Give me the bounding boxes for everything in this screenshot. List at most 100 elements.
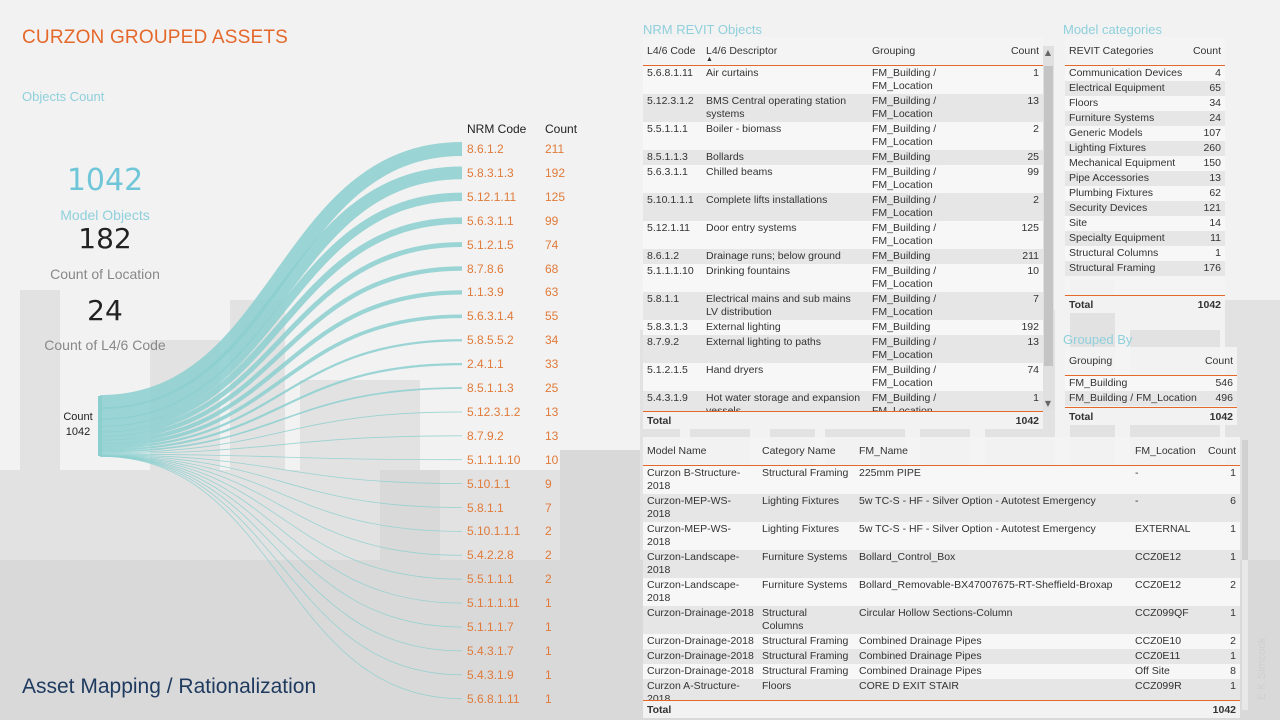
sankey-flow[interactable] <box>99 411 463 454</box>
nrm-col-code[interactable]: L4/6 Code <box>643 37 702 66</box>
grouped-col-count[interactable]: Count <box>1200 347 1237 376</box>
model-col-fm-name[interactable]: FM_Name <box>855 437 1131 466</box>
sankey-flow[interactable] <box>99 455 463 700</box>
sankey-node[interactable]: 5.4.3.1.9 1 <box>467 667 552 683</box>
sankey-flow[interactable] <box>99 290 463 445</box>
categories-col-category[interactable]: REVIT Categories <box>1065 37 1189 66</box>
sankey-flow[interactable] <box>99 453 463 461</box>
sankey-flow[interactable] <box>99 454 463 484</box>
sankey-flow[interactable] <box>99 363 463 452</box>
nrm-table-row[interactable]: 5.12.1.11 Door entry systems FM_Building /… <box>643 220 1043 249</box>
model-table-row[interactable]: Curzon A-Structure-2018 Floors CORE D EXIT… <box>643 678 1240 700</box>
categories-table-row[interactable]: Pipe Accessories 13 <box>1065 170 1225 186</box>
nrm-col-descriptor[interactable]: L4/6 Descriptor ▲ <box>702 37 868 66</box>
sankey-node[interactable]: 5.8.1.1 7 <box>467 500 552 516</box>
sankey-node[interactable]: 5.6.3.1.1 99 <box>467 213 558 229</box>
model-table-row[interactable]: Curzon-Drainage-2018 Structural Framing Co… <box>643 663 1240 679</box>
sankey-node[interactable]: 5.8.3.1.3 192 <box>467 165 565 181</box>
model-table-row[interactable]: Curzon-MEP-WS-2018 Lighting Fixtures 5w TC… <box>643 493 1240 522</box>
nrm-table-row[interactable]: 5.8.1.1 Electrical mains and sub mains LV… <box>643 291 1043 320</box>
sankey-node[interactable]: 5.10.1.1.1 2 <box>467 523 552 539</box>
sort-ascending-icon[interactable]: ▲ <box>706 56 713 63</box>
sankey-flow[interactable] <box>99 192 463 427</box>
sankey-flow[interactable] <box>99 217 463 433</box>
nrm-table-row[interactable]: 8.7.9.2 External lighting to paths FM_Buil… <box>643 334 1043 363</box>
model-col-model-name[interactable]: Model Name <box>643 437 758 466</box>
sankey-flow[interactable] <box>99 455 463 628</box>
categories-table-row[interactable]: Mechanical Equipment 150 <box>1065 155 1225 171</box>
nrm-table-row[interactable]: 5.6.8.1.11 Air curtains FM_Building / FM_L… <box>643 65 1043 94</box>
categories-table-row[interactable]: Furniture Systems 24 <box>1065 110 1225 126</box>
categories-table-row[interactable]: Generic Models 107 <box>1065 125 1225 141</box>
sankey-node[interactable]: 8.6.1.2 211 <box>467 141 564 157</box>
sankey-flow[interactable] <box>99 314 463 448</box>
sankey-node[interactable]: 5.6.8.1.11 1 <box>467 691 552 707</box>
model-table-row[interactable]: Curzon B-Structure-2018 Structural Framin… <box>643 465 1240 494</box>
sankey-node[interactable]: 5.5.1.1.1 2 <box>467 571 552 587</box>
sankey-node[interactable]: 5.1.2.1.5 74 <box>467 237 558 253</box>
scroll-down-icon[interactable]: ▼ <box>1044 399 1052 408</box>
sankey-flow[interactable] <box>99 455 463 580</box>
nrm-table-row[interactable]: 8.5.1.1.3 Bollards FM_Building 25 <box>643 149 1043 165</box>
nrm-table-row[interactable]: 5.1.2.1.5 Hand dryers FM_Building / FM_Loc… <box>643 362 1043 391</box>
nrm-scrollbar[interactable]: ▲ ▼ <box>1043 46 1054 410</box>
model-table-row[interactable]: Curzon-Drainage-2018 Structural Framing Co… <box>643 633 1240 649</box>
categories-table-row[interactable]: Structural Framing 176 <box>1065 260 1225 276</box>
sankey-node[interactable]: 8.5.1.1.3 25 <box>467 380 558 396</box>
categories-table-row[interactable]: Specialty Equipment 11 <box>1065 230 1225 246</box>
model-col-category[interactable]: Category Name <box>758 437 855 466</box>
categories-table-row[interactable]: Floors 34 <box>1065 95 1225 111</box>
sankey-source-node[interactable]: Count 1042 <box>60 410 96 440</box>
model-table-row[interactable]: Curzon-MEP-WS-2018 Lighting Fixtures 5w TC… <box>643 521 1240 550</box>
model-table-row[interactable]: Curzon-Landscape-2018 Furniture Systems Bo… <box>643 549 1240 578</box>
nrm-table-row[interactable]: 5.8.3.1.3 External lighting FM_Building 192 <box>643 319 1043 335</box>
sankey-node[interactable]: 1.1.3.9 63 <box>467 284 558 300</box>
nrm-scroll-thumb[interactable] <box>1044 66 1053 366</box>
nrm-table-row[interactable]: 8.6.1.2 Drainage runs; below ground FM_Bui… <box>643 248 1043 264</box>
nrm-col-count[interactable]: Count <box>1002 37 1043 66</box>
sankey-node[interactable]: 5.1.1.1.10 10 <box>467 452 558 468</box>
sankey-flow[interactable] <box>99 387 463 453</box>
categories-table-row[interactable]: Structural Columns 1 <box>1065 245 1225 261</box>
grouped-table-row[interactable]: FM_Building 546 <box>1065 375 1237 391</box>
model-table-row[interactable]: Curzon-Drainage-2018 Structural Framing Co… <box>643 648 1240 664</box>
sankey-flow[interactable] <box>99 166 463 421</box>
scroll-up-icon[interactable]: ▲ <box>1044 48 1052 57</box>
sankey-source-bar[interactable] <box>98 396 102 456</box>
sankey-flow[interactable] <box>99 455 463 604</box>
grouped-table-row[interactable]: FM_Building / FM_Location 496 <box>1065 390 1237 406</box>
sankey-flow[interactable] <box>99 455 463 556</box>
sankey-flow[interactable] <box>99 339 463 450</box>
sankey-node[interactable]: 5.6.3.1.4 55 <box>467 308 558 324</box>
categories-table-row[interactable]: Communication Devices 4 <box>1065 65 1225 81</box>
sankey-node[interactable]: 5.12.3.1.2 13 <box>467 404 558 420</box>
grouped-col-grouping[interactable]: Grouping <box>1065 347 1201 376</box>
sankey-node[interactable]: 5.8.5.5.2 34 <box>467 332 558 348</box>
nrm-table-row[interactable]: 5.12.3.1.2 BMS Central operating station … <box>643 93 1043 122</box>
model-scrollbar[interactable] <box>1242 440 1248 710</box>
sankey-flow[interactable] <box>99 266 463 441</box>
sankey-flow[interactable] <box>99 142 463 410</box>
sankey-node[interactable]: 5.1.1.1.7 1 <box>467 619 552 635</box>
nrm-table-row[interactable]: 5.5.1.1.1 Boiler - biomass FM_Building / F… <box>643 121 1043 150</box>
nrm-col-grouping[interactable]: Grouping <box>868 37 1002 66</box>
categories-table-row[interactable]: Security Devices 121 <box>1065 200 1225 216</box>
nrm-table-row[interactable]: 5.10.1.1.1 Complete lifts installations FM… <box>643 192 1043 221</box>
sankey-flow[interactable] <box>99 455 463 676</box>
model-table-row[interactable]: Curzon-Drainage-2018 Structural Columns Ci… <box>643 605 1240 634</box>
sankey-node[interactable]: 5.4.2.2.8 2 <box>467 547 552 563</box>
nrm-table-row[interactable]: 5.1.1.1.10 Drinking fountains FM_Building … <box>643 263 1043 292</box>
sankey-node[interactable]: 8.7.9.2 13 <box>467 428 558 444</box>
model-scroll-thumb[interactable] <box>1242 440 1248 560</box>
sankey-flow[interactable] <box>99 242 463 437</box>
sankey-node[interactable]: 5.10.1.1 9 <box>467 476 552 492</box>
model-col-count[interactable]: Count <box>1203 437 1240 466</box>
categories-table-row[interactable]: Lighting Fixtures 260 <box>1065 140 1225 156</box>
categories-col-count[interactable]: Count <box>1188 37 1225 66</box>
model-table-row[interactable]: Curzon-Landscape-2018 Furniture Systems Bo… <box>643 577 1240 606</box>
sankey-flow[interactable] <box>99 455 463 652</box>
sankey-node[interactable]: 5.1.1.1.11 1 <box>467 595 552 611</box>
nrm-table-row[interactable]: 5.4.3.1.9 Hot water storage and expansion… <box>643 390 1043 411</box>
sankey-node[interactable]: 5.12.1.11 125 <box>467 189 565 205</box>
sankey-flow[interactable] <box>99 435 463 454</box>
